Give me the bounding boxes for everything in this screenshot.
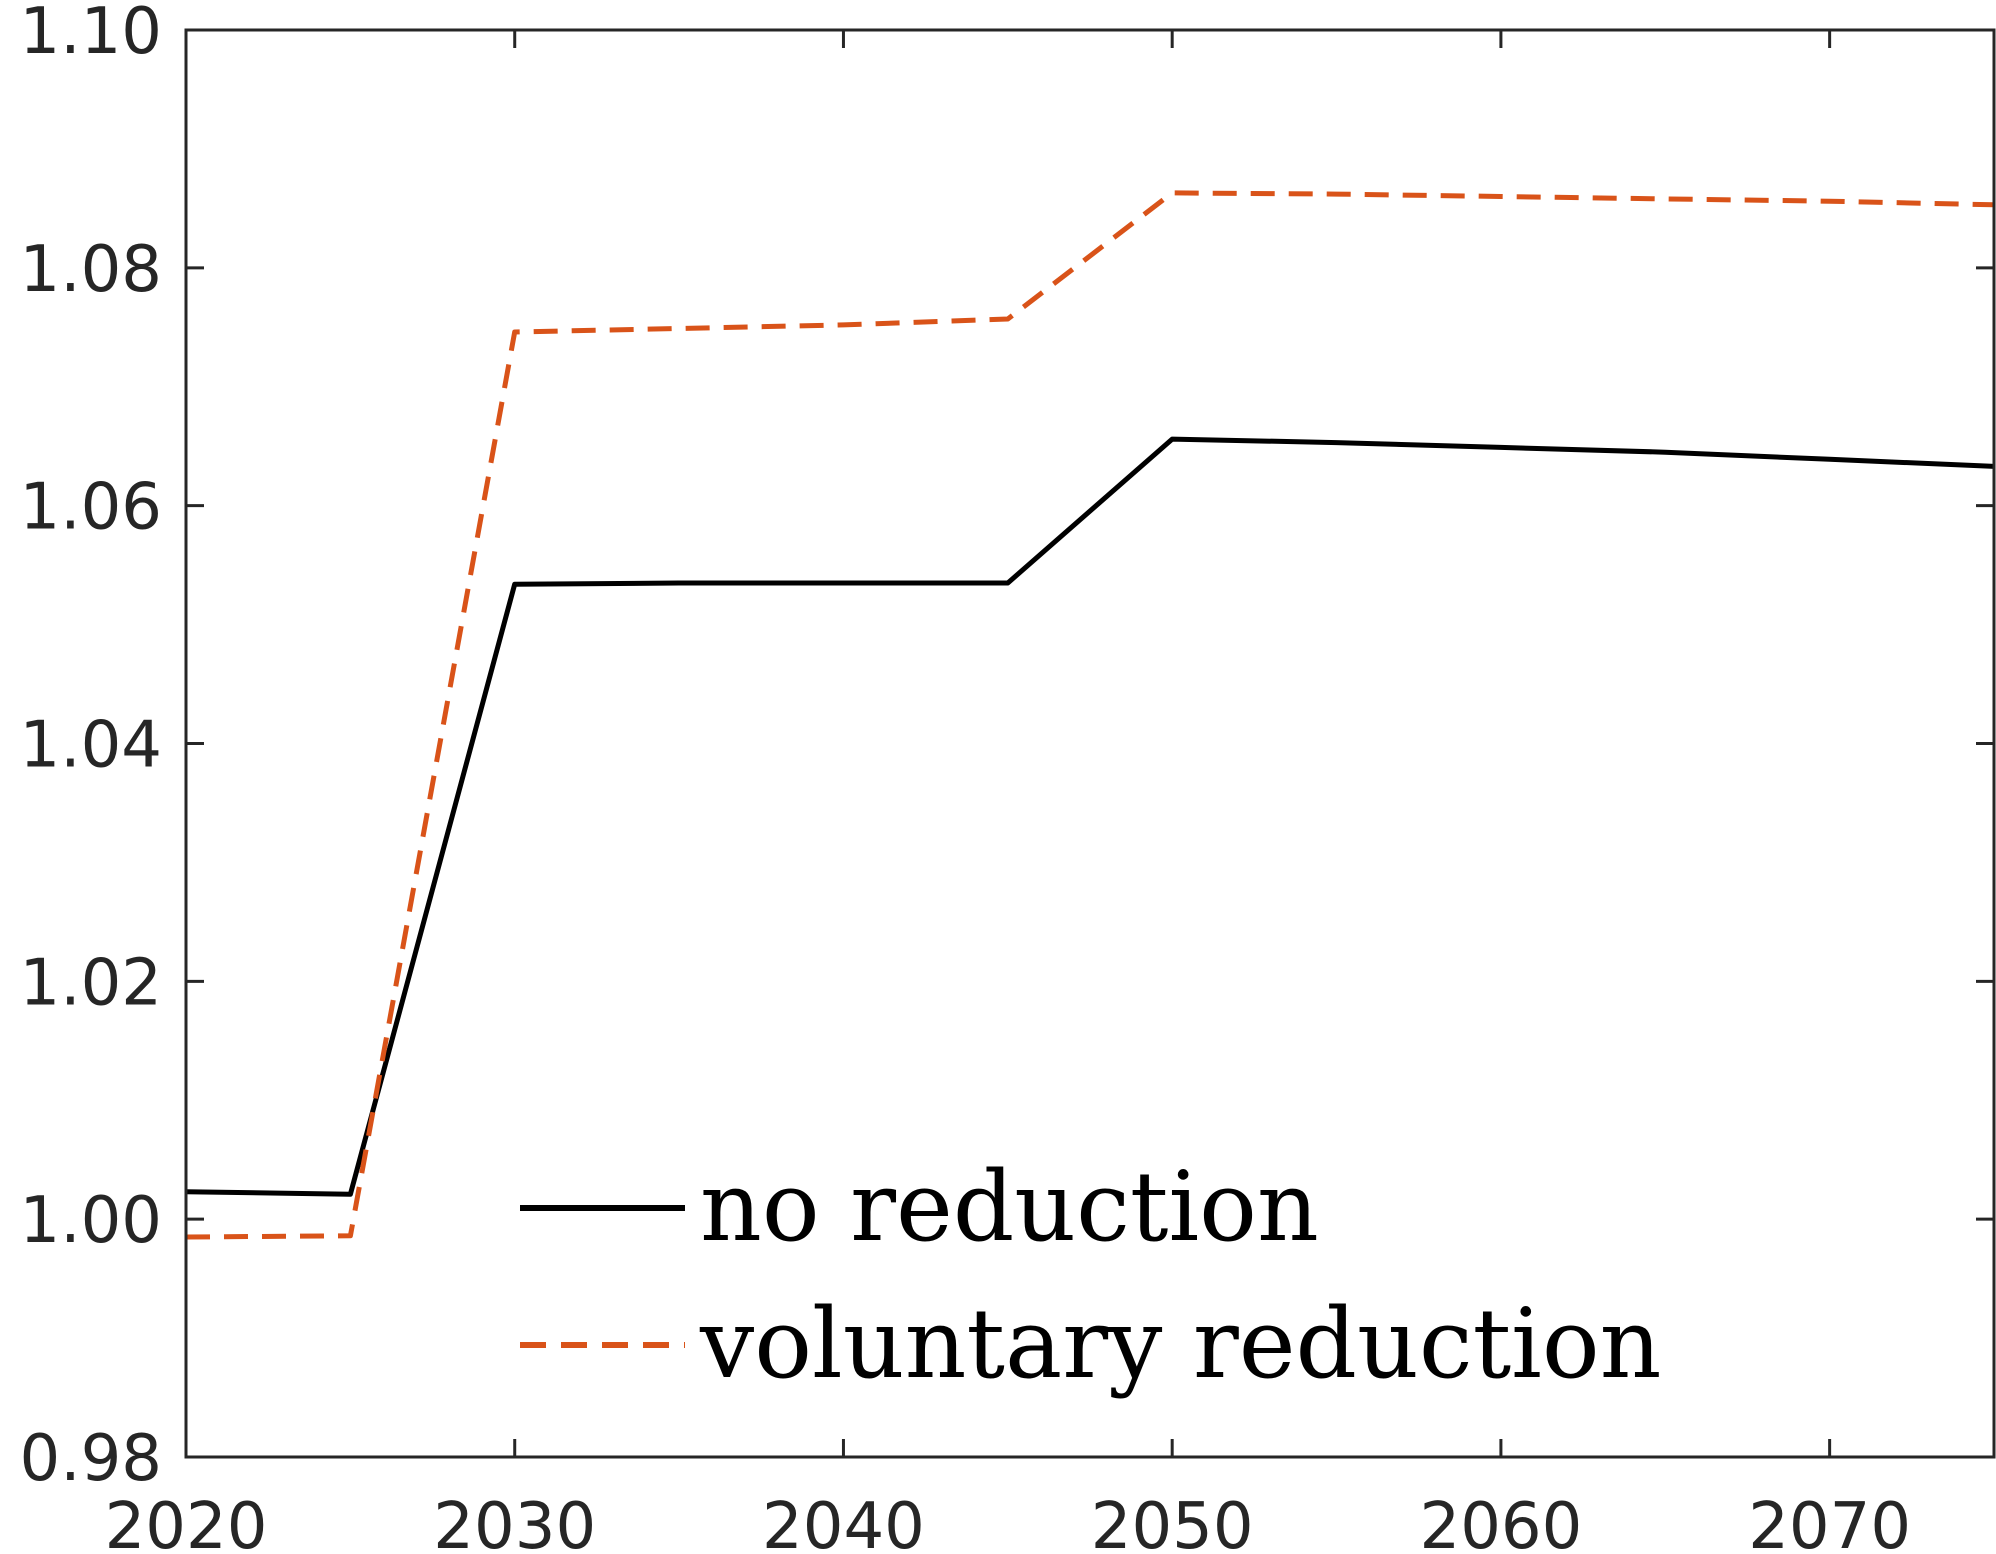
plot-background [186, 30, 1994, 1457]
y-tick-label: 0.98 [20, 1422, 163, 1496]
legend-label-no-reduction: no reduction [700, 1151, 1319, 1263]
series-layer [185, 190, 1995, 1240]
x-tick-label: 2020 [105, 1490, 268, 1554]
x-tick-label: 2060 [1419, 1490, 1582, 1554]
x-tick-label: 2050 [1091, 1490, 1254, 1554]
x-tick-label: 2030 [433, 1490, 596, 1554]
y-tick-label: 1.10 [20, 0, 163, 69]
y-tick-label: 1.08 [20, 233, 163, 307]
y-tick-label: 1.02 [20, 946, 163, 1020]
legend: no reduction voluntary reduction [520, 1151, 1662, 1400]
series-line-no-reduction [185, 436, 1995, 1197]
y-tick-label: 1.06 [20, 471, 163, 545]
x-tick-label: 2070 [1748, 1490, 1911, 1554]
y-tick-label: 1.00 [20, 1184, 163, 1258]
legend-label-voluntary-reduction: voluntary reduction [699, 1288, 1662, 1400]
y-tick-label: 1.04 [20, 709, 163, 783]
x-tick-label: 2040 [762, 1490, 925, 1554]
series-line-voluntary-reduction [185, 190, 1995, 1240]
axis-ticks: 2020 2030 2040 2050 2060 2070 0.98 1.00 1.02 1.04… [20, 0, 1994, 1554]
